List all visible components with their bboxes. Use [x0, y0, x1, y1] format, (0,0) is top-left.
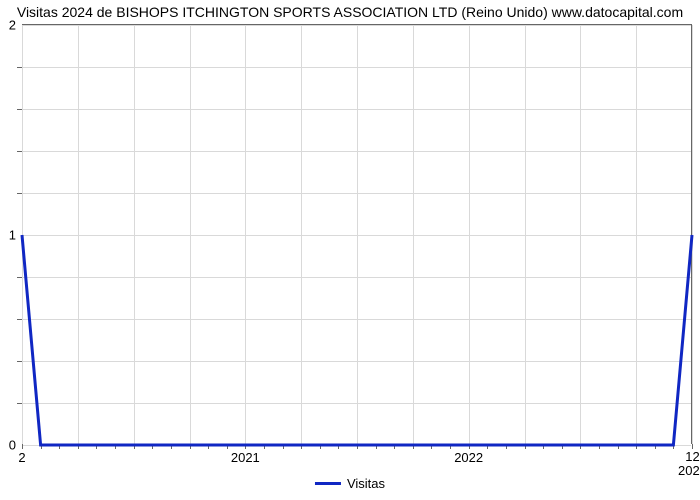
- legend: Visitas: [315, 476, 385, 491]
- y-tick-label: 0: [9, 438, 16, 453]
- x-year-label: 2022: [454, 450, 483, 465]
- x-right-edge-number: 12 202: [678, 450, 700, 479]
- x-year-label: 2021: [231, 450, 260, 465]
- plot-area: 01220212022212 202: [22, 24, 692, 444]
- x-minor-tick: [22, 444, 23, 449]
- chart-title: Visitas 2024 de BISHOPS ITCHINGTON SPORT…: [0, 4, 700, 20]
- x-left-edge-number: 2: [18, 450, 25, 465]
- y-tick-label: 2: [9, 18, 16, 33]
- line-series: [22, 25, 691, 444]
- legend-swatch: [315, 482, 341, 485]
- y-tick-label: 1: [9, 228, 16, 243]
- gridline-vertical: [692, 25, 693, 444]
- legend-label: Visitas: [347, 476, 385, 491]
